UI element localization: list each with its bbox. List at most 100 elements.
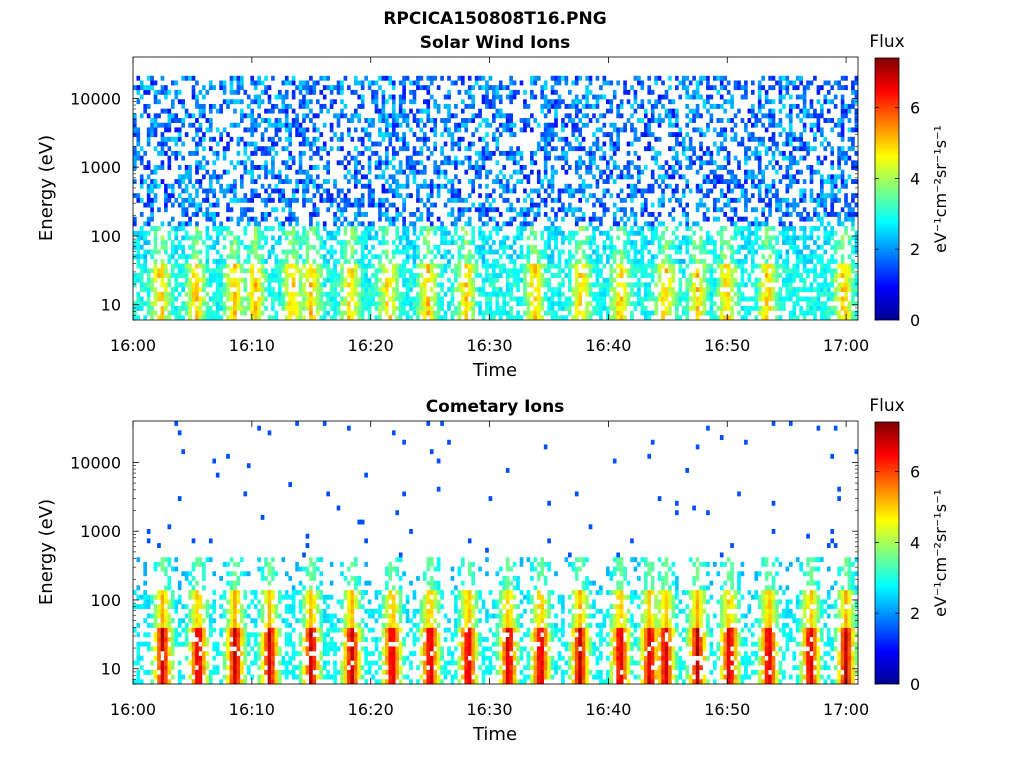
heatmap-cell [150, 287, 154, 293]
heatmap-cell [416, 254, 420, 260]
heatmap-cell [581, 146, 586, 152]
heatmap-cell [343, 165, 348, 170]
heatmap-cell [174, 89, 179, 95]
heatmap-cell [723, 315, 728, 321]
heatmap-cell [702, 174, 707, 180]
heatmap-cell [215, 108, 220, 114]
heatmap-cell [347, 305, 351, 311]
heatmap-cell [208, 118, 213, 123]
heatmap-cell [530, 244, 534, 250]
heatmap-cell [675, 315, 679, 321]
heatmap-cell [195, 291, 199, 297]
heatmap-cell [309, 179, 313, 185]
heatmap-cell [599, 85, 603, 91]
heatmap-cell [170, 216, 175, 222]
heatmap-cell [464, 273, 469, 278]
heatmap-cell [561, 230, 565, 236]
heatmap-cell [302, 235, 306, 241]
heatmap-cell [595, 273, 600, 278]
heatmap-cell [378, 202, 382, 208]
heatmap-cell [637, 80, 641, 86]
heatmap-cell [616, 282, 620, 288]
heatmap-cell [647, 263, 652, 269]
heatmap-cell [464, 254, 469, 260]
heatmap-cell [467, 277, 472, 283]
heatmap-cell [291, 160, 296, 166]
heatmap-cell [488, 75, 493, 81]
heatmap-cell [136, 193, 141, 199]
heatmap-cell [450, 315, 455, 321]
heatmap-cell [467, 165, 472, 170]
heatmap-cell [298, 141, 303, 147]
heatmap-cell [419, 197, 424, 203]
heatmap-cell [281, 103, 286, 109]
heatmap-cell [371, 282, 375, 288]
heatmap-cell [278, 94, 282, 100]
heatmap-cell [599, 146, 603, 152]
heatmap-cell [630, 211, 634, 217]
heatmap-cell [757, 118, 762, 123]
heatmap-cell [184, 132, 189, 138]
heatmap-cell [164, 183, 168, 189]
heatmap-cell [747, 132, 752, 138]
heatmap-cell [471, 132, 475, 138]
heatmap-cell [429, 118, 434, 123]
heatmap-cell [298, 240, 303, 246]
heatmap-cell [174, 277, 179, 283]
heatmap-cell [481, 282, 486, 288]
heatmap-cell [713, 141, 717, 147]
heatmap-cell [250, 141, 255, 147]
heatmap-cell [595, 277, 600, 283]
heatmap-cell [678, 258, 683, 264]
heatmap-cell [164, 85, 168, 91]
heatmap-cell [478, 174, 482, 180]
heatmap-cell [730, 103, 734, 109]
heatmap-cell [378, 310, 382, 316]
heatmap-cell [595, 310, 600, 316]
heatmap-cell [775, 315, 779, 321]
heatmap-cell [526, 282, 531, 288]
heatmap-cell [319, 268, 324, 274]
heatmap-cell [347, 202, 351, 208]
heatmap-cell [726, 197, 731, 203]
heatmap-cell [675, 226, 679, 231]
heatmap-cell [609, 296, 614, 302]
heatmap-cell [630, 230, 634, 236]
heatmap-cell [492, 85, 496, 91]
heatmap-cell [291, 254, 296, 260]
heatmap-cell [433, 273, 438, 278]
heatmap-cell [274, 150, 279, 156]
heatmap-cell [716, 103, 721, 109]
heatmap-cell [353, 226, 358, 231]
heatmap-cell [181, 254, 185, 260]
heatmap-cell [233, 99, 237, 105]
heatmap-cell [530, 249, 534, 255]
heatmap-cell [671, 99, 676, 105]
heatmap-cell [305, 141, 310, 147]
heatmap-cell [685, 249, 690, 255]
heatmap-cell [198, 235, 203, 241]
heatmap-cell [730, 254, 734, 260]
heatmap-cell [640, 99, 645, 105]
heatmap-cell [440, 287, 444, 293]
heatmap-cell [357, 160, 362, 166]
heatmap-cell [664, 268, 669, 274]
heatmap-cell [675, 122, 679, 128]
heatmap-cell [443, 141, 448, 147]
heatmap-cell [243, 277, 248, 283]
heatmap-cell [530, 94, 534, 100]
heatmap-cell [695, 94, 700, 100]
heatmap-cell [675, 160, 679, 166]
heatmap-cell [340, 273, 344, 278]
heatmap-cell [381, 136, 386, 142]
heatmap-cell [278, 188, 282, 194]
heatmap-cell [771, 235, 776, 241]
heatmap-cell [395, 193, 400, 199]
heatmap-cell [616, 315, 620, 321]
heatmap-cell [778, 305, 783, 311]
heatmap-cell [170, 136, 175, 142]
heatmap-cell [153, 118, 158, 123]
heatmap-cell [436, 165, 441, 170]
heatmap-cell [302, 305, 306, 311]
heatmap-cell [160, 89, 165, 95]
